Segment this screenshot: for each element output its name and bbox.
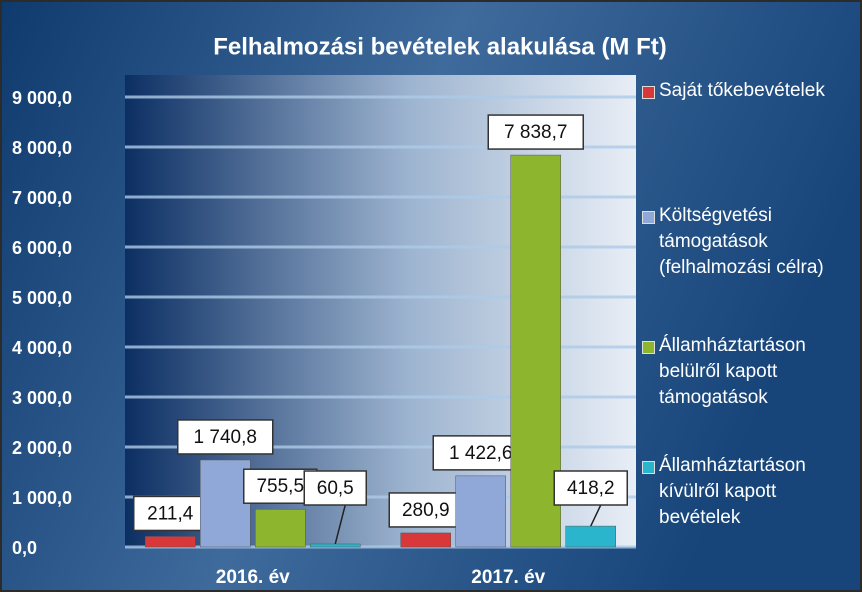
data-label: 280,9 bbox=[402, 500, 450, 521]
data-label: 60,5 bbox=[317, 478, 354, 499]
data-label: 755,5 bbox=[256, 476, 304, 497]
bar bbox=[255, 508, 306, 548]
data-label: 7 838,7 bbox=[504, 122, 567, 143]
legend-item: Államháztartáson belülről kapott támogat… bbox=[642, 333, 857, 411]
data-label-box bbox=[388, 492, 463, 528]
label-leader bbox=[590, 504, 602, 527]
legend-label: Költségvetési támogatások (felhalmozási … bbox=[659, 205, 824, 278]
y-tick-label: 2 000,0 bbox=[12, 438, 72, 458]
legend-item: Saját tőkebevételek bbox=[642, 78, 857, 104]
y-tick-label: 8 000,0 bbox=[12, 138, 72, 158]
y-tick-label: 5 000,0 bbox=[12, 288, 72, 308]
bar bbox=[200, 459, 251, 548]
y-tick-label: 6 000,0 bbox=[12, 238, 72, 258]
data-label-box bbox=[487, 114, 584, 150]
legend-label: Államháztartáson kívülről kapott bevétel… bbox=[659, 455, 806, 528]
data-label: 1 740,8 bbox=[194, 427, 257, 448]
y-tick-label: 1 000,0 bbox=[12, 488, 72, 508]
legend-swatch bbox=[642, 211, 655, 224]
data-label: 418,2 bbox=[567, 478, 615, 499]
label-leader bbox=[334, 504, 346, 545]
legend-swatch bbox=[642, 341, 655, 354]
y-tick-label: 4 000,0 bbox=[12, 338, 72, 358]
legend-item: Költségvetési támogatások (felhalmozási … bbox=[642, 203, 857, 281]
data-label: 211,4 bbox=[147, 503, 194, 524]
bar bbox=[455, 475, 506, 548]
y-tick-label: 7 000,0 bbox=[12, 188, 72, 208]
legend-label: Saját tőkebevételek bbox=[659, 80, 825, 101]
chart-title: Felhalmozási bevételek alakulása (M Ft) bbox=[213, 33, 667, 60]
y-tick-label: 9 000,0 bbox=[12, 88, 72, 108]
data-label: 1 422,6 bbox=[449, 443, 512, 464]
x-tick-label: 2017. év bbox=[471, 567, 545, 588]
x-tick-label: 2016. év bbox=[216, 567, 290, 588]
legend-label: Államháztartáson belülről kapott támogat… bbox=[659, 335, 806, 408]
data-label-box bbox=[177, 419, 274, 455]
y-tick-label: 0,0 bbox=[12, 538, 37, 558]
bar bbox=[565, 525, 616, 548]
legend-swatch bbox=[642, 461, 655, 474]
bar bbox=[145, 536, 196, 548]
y-tick-label: 3 000,0 bbox=[12, 388, 72, 408]
legend-swatch bbox=[642, 86, 655, 99]
data-label-box bbox=[133, 495, 208, 532]
bar bbox=[310, 543, 361, 548]
bar bbox=[400, 532, 451, 548]
data-label-box bbox=[553, 470, 628, 506]
legend-item: Államháztartáson kívülről kapott bevétel… bbox=[642, 453, 857, 531]
bar bbox=[510, 154, 561, 548]
data-label-box bbox=[303, 470, 367, 506]
